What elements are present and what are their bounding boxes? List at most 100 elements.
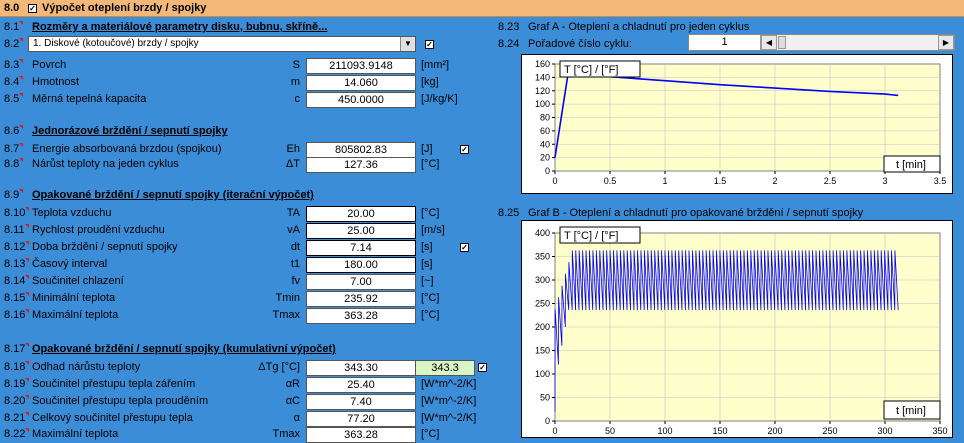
y-tick-label: 20: [540, 153, 550, 163]
checkbox[interactable]: ✓: [460, 243, 469, 252]
y-tick-label: 250: [535, 299, 550, 309]
value-field: 7.00: [306, 274, 416, 290]
y-tick-label: 400: [535, 228, 550, 238]
row-label: Energie absorbovaná brzdou (spojkou): [32, 143, 222, 155]
row-unit: [~]: [421, 275, 434, 287]
value-field: 211093.9148: [306, 58, 416, 74]
scroll-right-icon[interactable]: ▶: [938, 35, 954, 50]
row-symbol: S: [292, 59, 300, 71]
row-symbol: t1: [290, 258, 300, 270]
row-num: 8.10: [4, 207, 30, 219]
y-tick-label: 50: [540, 393, 550, 403]
header-checkbox[interactable]: ✓: [28, 4, 37, 13]
x-tick-label: 100: [657, 426, 672, 436]
value-field: 127.36: [306, 157, 416, 173]
x-axis-label: t [min]: [896, 159, 926, 171]
row-unit: [°C]: [421, 207, 440, 219]
row-symbol: fv: [291, 275, 300, 287]
row-num: 8.5: [4, 93, 24, 105]
y-tick-label: 40: [540, 139, 550, 149]
row-num: 8.13: [4, 258, 30, 270]
value-input[interactable]: 180.00: [306, 257, 416, 273]
value-field: 235.92: [306, 291, 416, 307]
graph-b-title: Graf B - Oteplení a chladnutí pro opakov…: [528, 207, 864, 219]
value-field: 805802.83: [306, 142, 416, 158]
row-unit: [°C]: [421, 292, 440, 304]
brake-type-select[interactable]: 1. Diskové (kotoučové) brzdy / spojky ▼: [28, 36, 416, 52]
checkbox[interactable]: ✓: [478, 363, 487, 372]
row-symbol: Eh: [286, 143, 300, 155]
row-num: 8.8: [4, 158, 24, 170]
x-tick-label: 1.5: [714, 176, 727, 186]
estimate-input[interactable]: 343.3: [415, 360, 475, 376]
row-unit: [°C]: [421, 309, 440, 321]
row-unit: [W*m^-2/K]: [421, 378, 477, 390]
x-axis-label: t [min]: [896, 405, 926, 417]
row-symbol: TA: [286, 207, 300, 219]
brake-type-value: 1. Diskové (kotoučové) brzdy / spojky: [33, 38, 199, 49]
row-symbol: Tmax: [272, 428, 301, 440]
row-label: Měrná tepelná kapacita: [32, 93, 147, 105]
row-symbol: Tmax: [272, 309, 301, 321]
y-tick-label: 0: [545, 166, 550, 176]
x-tick-label: 0.5: [604, 176, 617, 186]
row-label: Celkový součinitel přestupu tepla: [32, 412, 193, 424]
graph-a-chart: 0 20 40 60 80 100 120 140 160 0 0.5 1 1.5 2 2.5 3 3.5 T […: [521, 54, 953, 194]
value-input[interactable]: 25.00: [306, 223, 416, 239]
section-num: 8.1: [4, 21, 24, 33]
value-field: 25.40: [306, 377, 416, 393]
row-label: Minimální teplota: [32, 292, 116, 304]
row-label: Časový interval: [32, 258, 108, 270]
row-num: 8.20: [4, 395, 30, 407]
section-title: Opakované brždění / sepnutí spojky (kumu…: [32, 343, 336, 355]
scroll-thumb[interactable]: [778, 36, 786, 49]
checkbox[interactable]: ✓: [425, 40, 434, 49]
row-label: Odhad nárůstu teploty: [32, 361, 141, 373]
scroll-left-icon[interactable]: ◀: [761, 35, 777, 50]
value-field: 450.0000: [306, 92, 416, 108]
header-title: Výpočet oteplení brzdy / spojky: [42, 2, 207, 14]
row-symbol: αR: [285, 378, 300, 390]
chevron-down-icon[interactable]: ▼: [400, 37, 415, 51]
y-tick-label: 80: [540, 113, 550, 123]
value-field: 363.28: [306, 308, 416, 324]
y-tick-label: 200: [535, 322, 550, 332]
row-label: Nárůst teploty na jeden cyklus: [32, 158, 179, 170]
graph-a-num: 8.23: [498, 21, 520, 33]
cycle-label: Pořadové číslo cyklu:: [528, 38, 632, 50]
y-tick-label: 300: [535, 275, 550, 285]
x-tick-label: 350: [932, 426, 947, 436]
row-num: 8.4: [4, 76, 24, 88]
x-tick-label: 1: [662, 176, 667, 186]
row-num: 8.21: [4, 412, 30, 424]
row-label: Maximální teplota: [32, 428, 119, 440]
y-tick-label: 150: [535, 346, 550, 356]
row-unit: [J]: [421, 143, 433, 155]
x-tick-label: 50: [605, 426, 615, 436]
value-input[interactable]: 7.14: [306, 240, 416, 256]
y-tick-label: 0: [545, 416, 550, 426]
section-header: [0, 0, 964, 17]
y-tick-label: 60: [540, 126, 550, 136]
section-num: 8.6: [4, 125, 24, 137]
graph-b-chart: 0 50 100 150 200 250 300 350 400 0 50 100 150 200 250 3…: [521, 220, 953, 438]
value-input[interactable]: 20.00: [306, 206, 416, 222]
row-symbol: ΔTg [°C]: [258, 361, 300, 373]
x-tick-label: 2: [772, 176, 777, 186]
header-num: 8.0: [4, 2, 20, 14]
checkbox[interactable]: ✓: [460, 145, 469, 154]
value-field: 77.20: [306, 411, 416, 427]
section-title: Jednorázové brždění / sepnutí spojky: [32, 125, 228, 137]
cycle-value: 1: [689, 35, 761, 50]
cycle-scrollbar[interactable]: 1 ◀ ▶: [688, 34, 955, 51]
graph-a-title: Graf A - Oteplení a chladnutí pro jeden …: [528, 21, 750, 33]
row-num: 8.19: [4, 378, 30, 390]
x-tick-label: 250: [822, 426, 837, 436]
row-symbol: m: [290, 76, 300, 88]
row-num: 8.2: [4, 38, 24, 50]
row-label: Teplota vzduchu: [32, 207, 112, 219]
x-tick-label: 200: [767, 426, 782, 436]
row-num: 8.3: [4, 59, 24, 71]
cycle-num: 8.24: [498, 38, 520, 50]
row-label: Součinitel chlazení: [32, 275, 124, 287]
